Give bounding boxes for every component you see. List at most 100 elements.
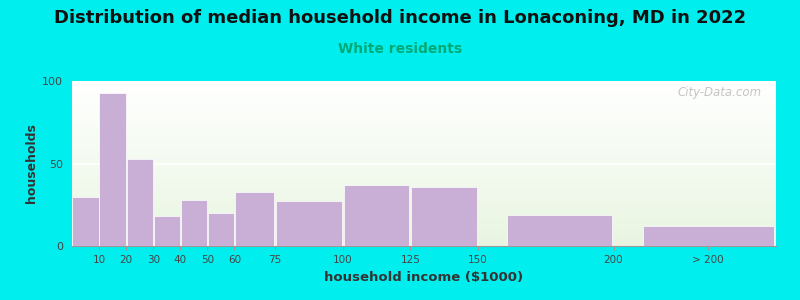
Bar bbox=[72, 98, 776, 99]
Bar bbox=[72, 129, 776, 130]
Bar bbox=[72, 164, 776, 165]
Bar bbox=[72, 178, 776, 179]
Bar bbox=[72, 241, 776, 242]
Bar bbox=[72, 176, 776, 177]
Bar bbox=[72, 153, 776, 154]
Bar bbox=[72, 87, 776, 88]
Bar bbox=[72, 188, 776, 189]
Bar bbox=[181, 200, 207, 246]
Bar bbox=[72, 118, 776, 119]
Bar bbox=[72, 109, 776, 110]
Bar bbox=[72, 192, 776, 193]
Bar bbox=[72, 123, 776, 124]
Bar bbox=[72, 185, 776, 186]
Bar bbox=[72, 121, 776, 122]
Bar bbox=[72, 227, 776, 228]
Bar bbox=[72, 175, 776, 176]
Bar bbox=[72, 92, 776, 93]
Bar bbox=[72, 165, 776, 166]
Bar bbox=[72, 82, 776, 83]
Bar bbox=[72, 110, 776, 111]
Bar bbox=[72, 207, 776, 208]
Bar bbox=[72, 224, 776, 225]
Bar bbox=[72, 159, 776, 160]
Bar bbox=[72, 126, 776, 127]
Bar bbox=[72, 172, 776, 173]
Bar bbox=[72, 220, 776, 221]
Bar bbox=[72, 156, 776, 157]
Bar bbox=[72, 174, 776, 175]
Bar bbox=[72, 213, 776, 214]
Bar bbox=[72, 103, 776, 104]
Bar bbox=[99, 92, 126, 246]
Bar bbox=[72, 215, 776, 216]
Bar bbox=[72, 100, 776, 101]
Bar bbox=[72, 231, 776, 232]
Bar bbox=[72, 135, 776, 136]
Bar bbox=[72, 81, 776, 82]
Bar bbox=[72, 221, 776, 222]
Bar bbox=[72, 223, 776, 224]
Bar bbox=[411, 187, 477, 246]
Bar bbox=[72, 206, 776, 207]
Bar bbox=[72, 198, 776, 199]
Bar bbox=[72, 132, 776, 133]
Bar bbox=[72, 244, 776, 245]
Bar bbox=[72, 242, 776, 243]
Bar bbox=[72, 117, 776, 118]
Bar bbox=[72, 131, 776, 132]
Bar bbox=[126, 158, 153, 246]
Bar bbox=[72, 146, 776, 147]
Bar bbox=[72, 84, 776, 85]
Bar bbox=[72, 124, 776, 125]
Bar bbox=[72, 108, 776, 109]
Bar bbox=[72, 191, 776, 192]
Bar bbox=[72, 141, 776, 142]
Bar bbox=[72, 236, 776, 237]
Bar bbox=[72, 245, 776, 246]
Bar bbox=[72, 97, 776, 98]
Bar bbox=[72, 177, 776, 178]
Bar bbox=[72, 205, 776, 206]
Bar bbox=[72, 187, 776, 188]
Bar bbox=[72, 134, 776, 135]
Bar bbox=[72, 194, 776, 195]
Bar bbox=[72, 128, 776, 129]
Bar bbox=[72, 225, 776, 226]
Bar bbox=[72, 160, 776, 161]
Text: White residents: White residents bbox=[338, 42, 462, 56]
Bar bbox=[72, 106, 776, 107]
Bar bbox=[72, 239, 776, 240]
Bar bbox=[72, 190, 776, 191]
Bar bbox=[72, 155, 776, 156]
Bar bbox=[72, 208, 776, 209]
Bar bbox=[72, 183, 776, 184]
Bar bbox=[72, 111, 776, 112]
Bar bbox=[72, 238, 776, 239]
Bar bbox=[72, 235, 776, 236]
Bar bbox=[72, 86, 776, 87]
Bar bbox=[72, 143, 776, 144]
Bar bbox=[72, 197, 776, 198]
Bar bbox=[72, 171, 776, 172]
Bar bbox=[72, 101, 776, 102]
Bar bbox=[72, 201, 776, 202]
Bar bbox=[72, 180, 776, 181]
Bar bbox=[72, 147, 776, 148]
Bar bbox=[72, 148, 776, 149]
Bar bbox=[72, 169, 776, 170]
Bar bbox=[72, 195, 776, 196]
Bar bbox=[72, 90, 776, 91]
Bar bbox=[72, 130, 776, 131]
Bar bbox=[72, 166, 776, 167]
Bar bbox=[72, 116, 776, 117]
Bar bbox=[72, 142, 776, 143]
Bar bbox=[72, 168, 776, 169]
Bar bbox=[72, 202, 776, 203]
Bar bbox=[72, 162, 776, 163]
Bar bbox=[72, 163, 776, 164]
Bar bbox=[72, 216, 776, 217]
Bar bbox=[72, 161, 776, 162]
X-axis label: household income ($1000): household income ($1000) bbox=[325, 271, 523, 284]
Bar bbox=[72, 228, 776, 229]
